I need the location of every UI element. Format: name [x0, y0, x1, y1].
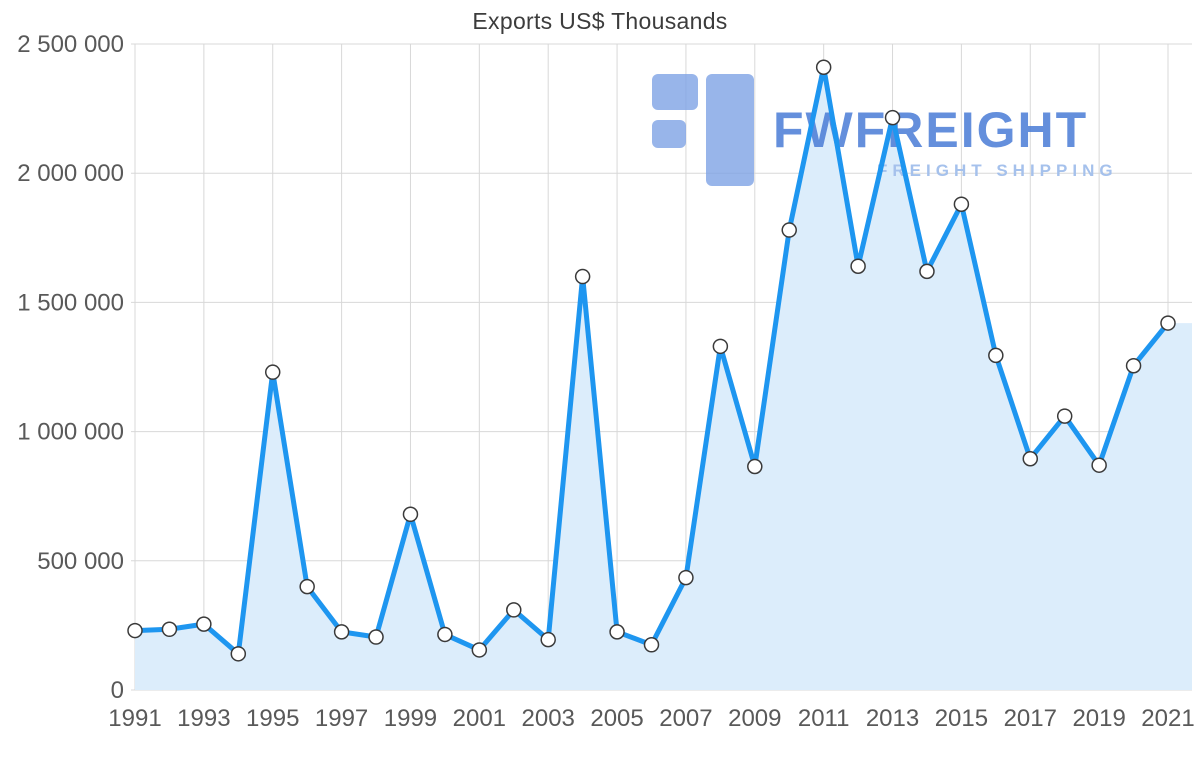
data-point-2011[interactable] — [815, 59, 832, 76]
x-tick-label: 2013 — [866, 705, 919, 732]
data-point-1993[interactable] — [196, 616, 212, 632]
data-point-1992[interactable] — [161, 621, 178, 638]
fwfreight-logo-icon — [652, 74, 754, 186]
x-tick-label: 2003 — [522, 705, 575, 732]
watermark: FWFREIGHT FREIGHT SHIPPING — [652, 74, 1118, 186]
data-point-1998[interactable] — [368, 629, 384, 645]
data-point-2021[interactable] — [1160, 315, 1176, 331]
data-point-2012[interactable] — [850, 258, 866, 274]
data-point-2014[interactable] — [919, 263, 935, 280]
data-point-2015[interactable] — [953, 196, 970, 212]
data-point-2002[interactable] — [506, 602, 522, 618]
data-point-2009[interactable] — [747, 458, 763, 475]
area-fill — [135, 67, 1192, 691]
x-tick-label: 2009 — [728, 705, 781, 732]
x-tick-label: 2017 — [1004, 705, 1057, 732]
data-point-markers — [127, 59, 1176, 662]
data-point-2000[interactable] — [437, 626, 453, 643]
data-point-2017[interactable] — [1022, 450, 1039, 467]
watermark-tagline-text: FREIGHT SHIPPING — [877, 161, 1118, 180]
y-tick-label: 2 000 000 — [17, 160, 124, 187]
data-point-2006[interactable] — [643, 637, 660, 653]
x-tick-label: 1997 — [315, 705, 368, 732]
y-tick-label: 500 000 — [37, 548, 124, 575]
y-tick-label: 2 500 000 — [17, 31, 124, 58]
data-point-1994[interactable] — [230, 646, 247, 662]
data-point-2008[interactable] — [712, 338, 729, 355]
x-tick-label: 1995 — [246, 705, 299, 732]
x-tick-label: 2015 — [935, 705, 988, 732]
data-point-1991[interactable] — [127, 622, 143, 639]
y-tick-label: 1 500 000 — [17, 289, 124, 316]
x-tick-label: 2021 — [1141, 705, 1194, 732]
data-point-2016[interactable] — [988, 347, 1004, 364]
data-point-2019[interactable] — [1091, 457, 1107, 473]
x-tick-label: 2019 — [1072, 705, 1125, 732]
data-point-2010[interactable] — [781, 222, 797, 238]
data-point-1997[interactable] — [333, 624, 350, 640]
x-axis-labels: 1991 1993 1995 1997 1999 2001 2003 2005 2007 2009… — [108, 705, 1194, 732]
data-point-2005[interactable] — [609, 624, 625, 640]
data-point-2003[interactable] — [540, 631, 556, 648]
y-axis-labels: 0 500 000 1 000 000 1 500 000 2 000 000 2 500… — [17, 31, 124, 704]
data-point-1996[interactable] — [299, 578, 315, 595]
data-point-2004[interactable] — [574, 268, 591, 285]
data-point-2018[interactable] — [1056, 408, 1073, 424]
x-tick-label: 2005 — [590, 705, 643, 732]
data-point-1995[interactable] — [264, 364, 281, 380]
y-tick-label: 1 000 000 — [17, 419, 124, 446]
data-point-2013[interactable] — [884, 109, 901, 126]
data-point-2020[interactable] — [1125, 357, 1142, 374]
watermark-brand-text: FWFREIGHT — [773, 102, 1088, 158]
data-point-1999[interactable] — [402, 506, 419, 523]
x-tick-label: 1993 — [177, 705, 230, 732]
y-tick-label: 0 — [111, 677, 124, 704]
data-point-2007[interactable] — [678, 569, 694, 586]
chart-title: Exports US$ Thousands — [472, 8, 728, 34]
x-tick-label: 1991 — [108, 705, 161, 732]
x-tick-label: 2007 — [659, 705, 712, 732]
x-tick-label: 2011 — [798, 705, 850, 732]
x-tick-label: 2001 — [453, 705, 506, 732]
data-point-2001[interactable] — [471, 642, 488, 658]
x-tick-label: 1999 — [384, 705, 437, 732]
